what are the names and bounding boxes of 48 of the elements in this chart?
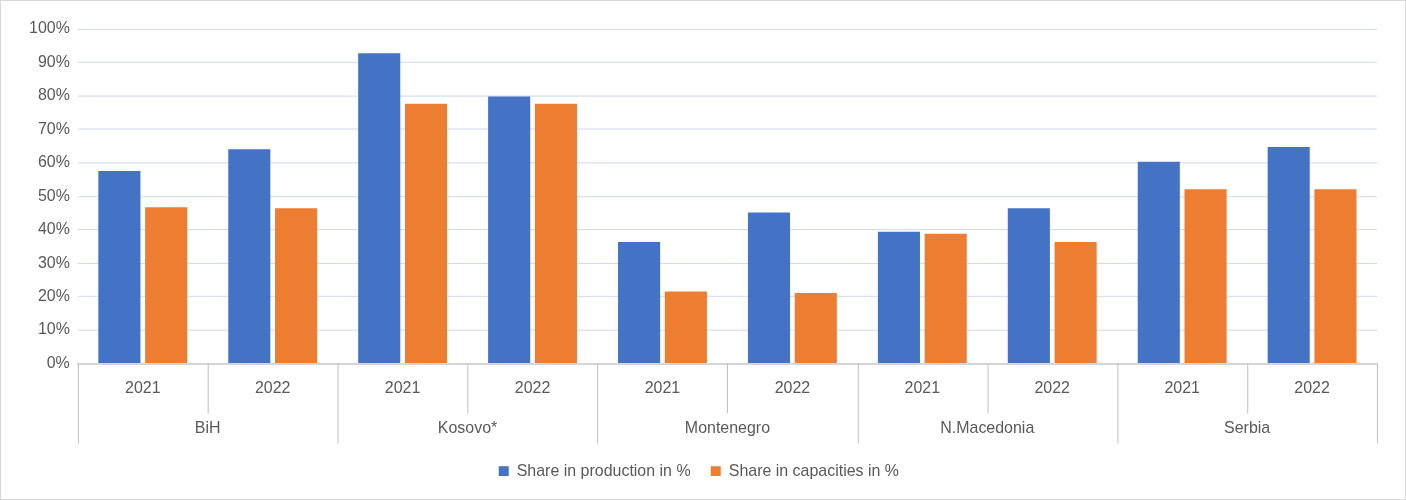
bar (1137, 161, 1180, 364)
y-tick-label: 30% (37, 253, 70, 271)
x-tick-label: 2022 (1034, 379, 1071, 397)
y-tick-label: 90% (37, 52, 70, 70)
x-tick-label: 2021 (1164, 379, 1201, 397)
bar (145, 207, 188, 364)
x-tick-label: 2022 (774, 379, 811, 397)
x-tick-label: 2022 (1294, 379, 1330, 397)
x-tick-label: 2021 (904, 379, 941, 397)
bar (404, 103, 448, 364)
y-tick-label: 20% (37, 287, 70, 304)
bar (1184, 189, 1227, 364)
bar (228, 149, 271, 364)
bar (1314, 189, 1357, 364)
y-tick-label: 80% (37, 86, 70, 104)
x-tick-label: 2021 (125, 379, 161, 397)
bar (358, 53, 401, 364)
y-tick-label: 10% (37, 320, 70, 338)
bar (877, 231, 920, 364)
bar (98, 171, 141, 364)
y-tick-label: 50% (37, 186, 70, 204)
bar (1054, 242, 1097, 364)
y-tick-label: 100% (29, 19, 70, 37)
y-tick-label: 70% (37, 119, 70, 137)
bar (534, 103, 577, 364)
text: N.Macedonia (940, 418, 1035, 436)
bar (618, 242, 661, 364)
bar (275, 208, 318, 364)
y-tick-label: 40% (37, 220, 70, 238)
bar (1007, 208, 1050, 364)
bar (488, 96, 531, 364)
text: BiH (194, 418, 221, 436)
text: Serbia (1224, 418, 1271, 436)
bar (664, 291, 707, 364)
bar (747, 212, 791, 364)
y-tick-label: 60% (37, 153, 70, 171)
bar (924, 233, 967, 364)
text: Kosovo* (437, 418, 498, 436)
bar (1267, 147, 1310, 364)
y-tick-label: 0% (46, 353, 70, 371)
x-tick-label: 2021 (644, 379, 681, 397)
x-tick-label: 2022 (254, 379, 291, 397)
legend-label: Share in production in % (516, 461, 691, 479)
text: Montenegro (684, 418, 771, 436)
x-tick-label: 2022 (514, 379, 551, 397)
legend-label: Share in capacities in % (728, 461, 900, 479)
bar (794, 292, 837, 364)
x-tick-label: 2021 (384, 379, 421, 397)
